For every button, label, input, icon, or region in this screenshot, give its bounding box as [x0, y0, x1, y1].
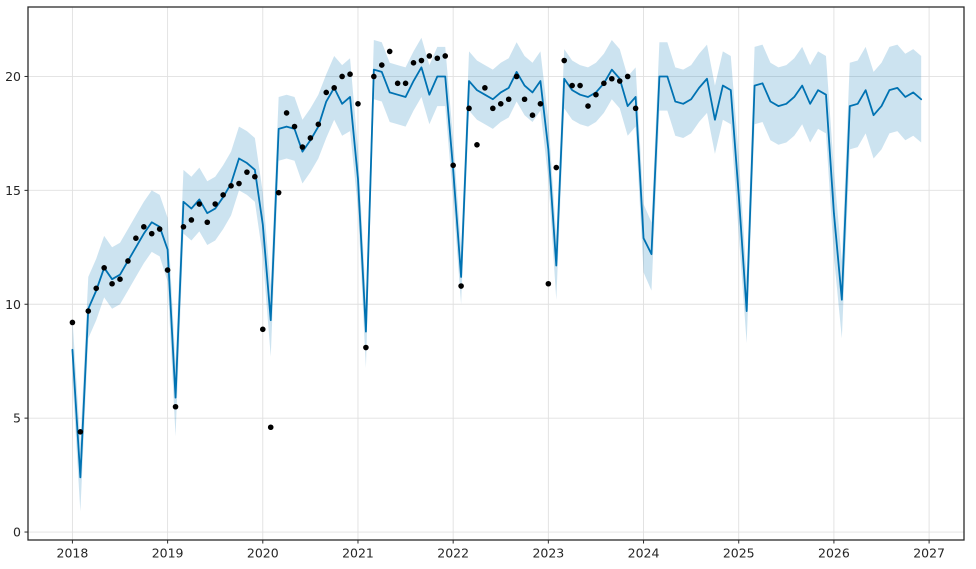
- observed-point: [378, 62, 385, 68]
- x-tick-label: 2022: [437, 546, 469, 561]
- observed-point: [490, 105, 496, 112]
- x-tick-label: 2020: [247, 546, 279, 561]
- observed-point: [220, 192, 226, 198]
- observed-point: [196, 201, 203, 207]
- observed-point: [410, 60, 417, 66]
- y-tick-label: 10: [5, 297, 21, 312]
- observed-point: [553, 164, 560, 171]
- observed-point: [402, 80, 409, 87]
- observed-point: [521, 96, 528, 103]
- x-tick-label: 2021: [342, 546, 374, 561]
- x-tick-label: 2024: [628, 546, 660, 561]
- observed-point: [545, 280, 552, 287]
- observed-point: [164, 267, 171, 273]
- gridlines: [28, 7, 964, 540]
- observed-point: [141, 224, 147, 230]
- observed-point: [458, 283, 464, 289]
- observed-point: [307, 135, 314, 141]
- uncertainty-band: [72, 37, 922, 512]
- observed-point: [616, 78, 623, 84]
- observed-point: [434, 55, 441, 62]
- observed-point: [323, 89, 330, 96]
- y-tick-label: 15: [5, 183, 21, 198]
- observed-point: [93, 285, 100, 292]
- observed-point: [85, 308, 92, 314]
- observed-point: [355, 101, 361, 107]
- observed-point: [474, 142, 480, 148]
- observed-point: [133, 235, 139, 241]
- observed-point: [585, 103, 591, 109]
- observed-point: [386, 48, 393, 55]
- observed-point: [172, 403, 179, 410]
- observed-point: [275, 189, 282, 196]
- observed-point: [69, 319, 76, 326]
- x-tick-label: 2026: [818, 546, 850, 561]
- observed-point: [601, 80, 607, 87]
- observed-point: [331, 85, 337, 91]
- observed-point: [291, 123, 298, 130]
- observed-point: [426, 53, 433, 59]
- observed-point: [482, 85, 488, 91]
- tick-marks: [24, 75, 930, 544]
- observed-point: [101, 265, 107, 271]
- y-tick-label: 0: [13, 525, 21, 540]
- observed-point: [577, 82, 583, 89]
- observed-point: [505, 96, 512, 103]
- observed-point: [236, 180, 242, 187]
- observed-point: [529, 112, 536, 118]
- observed-point: [394, 80, 401, 87]
- x-tick-label: 2018: [57, 546, 89, 561]
- observed-point: [442, 53, 449, 59]
- observed-point: [188, 217, 195, 223]
- observed-point: [450, 162, 456, 169]
- observed-point: [283, 110, 290, 116]
- observed-point: [244, 169, 250, 175]
- observed-point: [77, 429, 84, 435]
- observed-point: [537, 101, 544, 107]
- observed-point: [497, 101, 504, 107]
- plot-area: [69, 37, 923, 512]
- observed-point: [299, 144, 306, 150]
- observed-point: [569, 82, 575, 89]
- observed-point: [624, 73, 631, 80]
- observed-point: [252, 173, 258, 180]
- observed-point: [228, 183, 234, 189]
- observed-point: [125, 258, 131, 264]
- observed-point: [347, 71, 353, 77]
- axes-spines: [27, 6, 965, 541]
- observed-point: [371, 73, 377, 80]
- observed-point: [315, 121, 322, 128]
- x-tick-label: 2025: [723, 546, 755, 561]
- observed-point: [109, 280, 115, 287]
- observed-point: [204, 219, 211, 226]
- observed-point: [632, 105, 639, 112]
- observed-point: [363, 344, 369, 351]
- x-tick-label: 2023: [532, 546, 564, 561]
- observed-point: [148, 230, 155, 237]
- observed-point: [513, 73, 520, 80]
- tick-labels: 2018 2019 2020 2021 2022 2023 2024 2025 2026 2027…: [5, 69, 945, 561]
- observed-point: [212, 201, 218, 207]
- observed-point: [609, 75, 615, 82]
- observed-point: [259, 326, 266, 333]
- x-tick-label: 2027: [913, 546, 945, 561]
- observed-point: [180, 224, 187, 230]
- observed-point: [267, 424, 274, 431]
- x-tick-label: 2019: [152, 546, 184, 561]
- observed-point: [156, 226, 163, 232]
- observed-point: [466, 105, 472, 112]
- y-tick-label: 20: [5, 69, 21, 84]
- observed-point: [339, 73, 345, 80]
- observed-points: [69, 48, 639, 435]
- observed-point: [593, 91, 599, 98]
- y-tick-label: 5: [13, 411, 21, 426]
- observed-point: [418, 57, 425, 64]
- observed-point: [561, 57, 568, 64]
- observed-point: [117, 276, 123, 282]
- forecast-line: [71, 66, 923, 479]
